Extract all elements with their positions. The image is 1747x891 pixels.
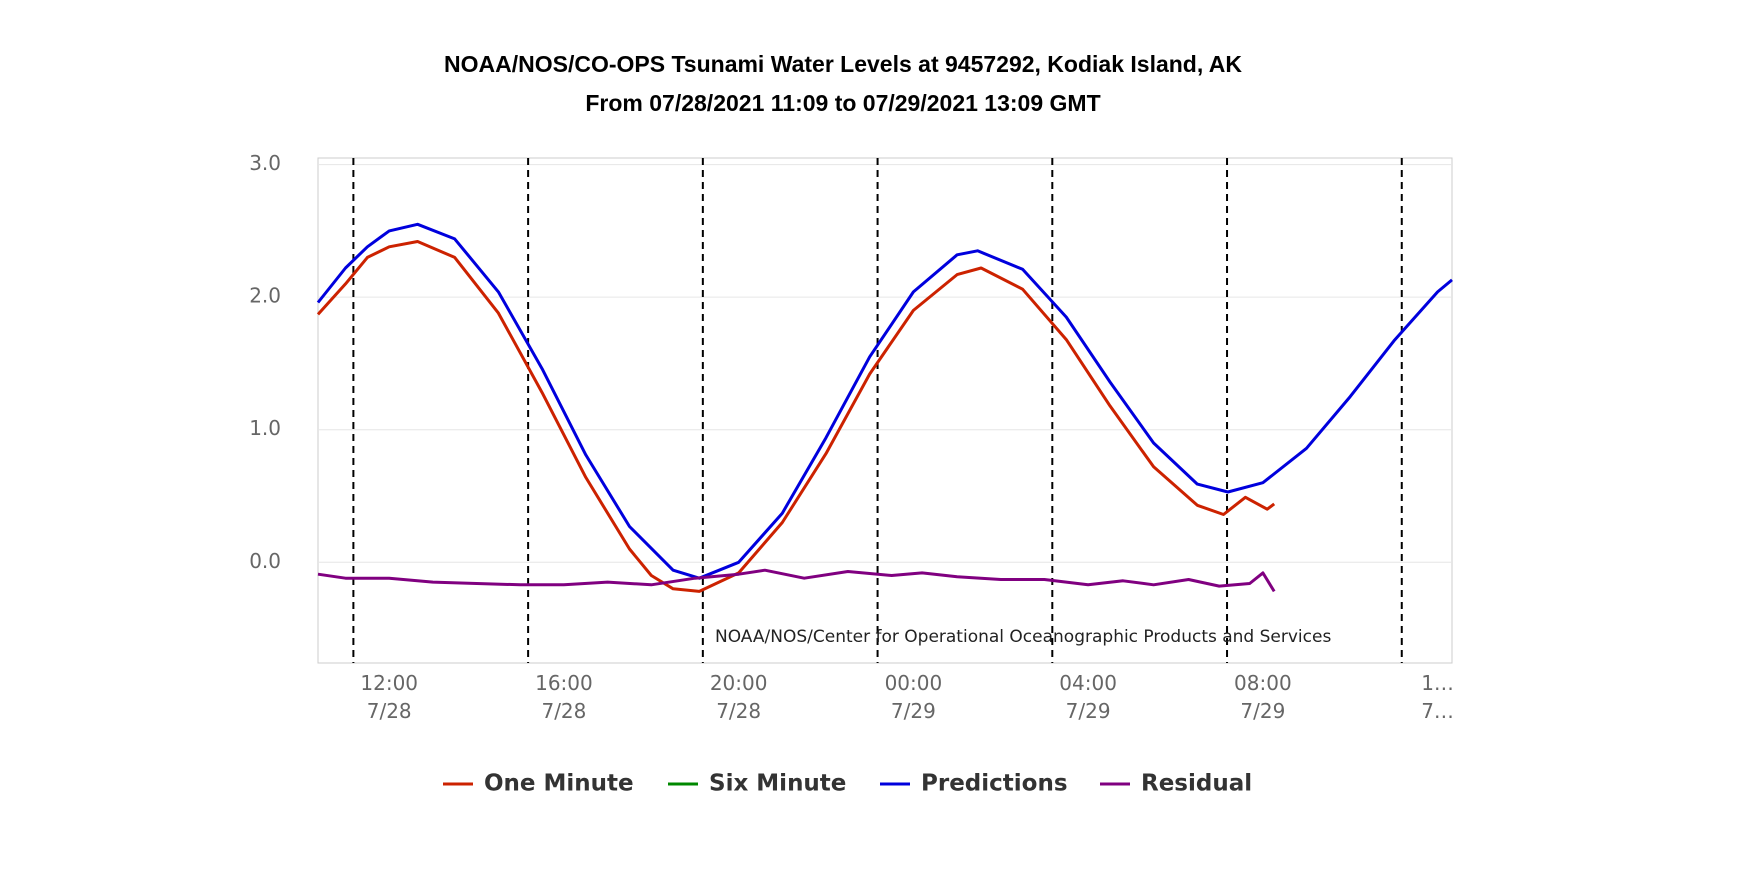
legend-label: Residual bbox=[1141, 771, 1252, 797]
x-tick-label: 08:00 7/29 bbox=[1234, 671, 1292, 723]
x-tick-label: 16:00 7/28 bbox=[535, 671, 593, 723]
x-tick-label: 12:00 7/28 bbox=[360, 671, 418, 723]
series-line bbox=[317, 568, 1276, 593]
y-tick-label: 1.0 bbox=[249, 416, 281, 440]
legend-label: Six Minute bbox=[709, 771, 846, 797]
plot-border bbox=[317, 157, 1453, 664]
y-tick-label: 0.0 bbox=[249, 549, 281, 573]
series-line bbox=[316, 222, 1453, 580]
annotation: NOAA/NOS/Center for Operational Oceanogr… bbox=[715, 627, 1331, 647]
legend-item: One Minute bbox=[443, 771, 634, 797]
legend-item: Residual bbox=[1100, 771, 1252, 797]
series-line bbox=[316, 240, 1276, 593]
x-tick-label: 00:00 7/29 bbox=[885, 671, 943, 723]
legend-item: Six Minute bbox=[668, 771, 846, 797]
x-tick-label: 1… 7… bbox=[1421, 671, 1454, 723]
x-tick-label: 20:00 7/28 bbox=[710, 671, 768, 723]
y-tick-label: 3.0 bbox=[249, 151, 281, 175]
x-tick-label: 04:00 7/29 bbox=[1059, 671, 1117, 723]
y-tick-label: 2.0 bbox=[249, 284, 281, 308]
chart-subtitle: From 07/28/2021 11:09 to 07/29/2021 13:0… bbox=[585, 90, 1100, 116]
legend-label: One Minute bbox=[484, 771, 634, 797]
legend-label: Predictions bbox=[921, 771, 1068, 797]
legend-item: Predictions bbox=[880, 771, 1068, 797]
chart-title: NOAA/NOS/CO-OPS Tsunami Water Levels at … bbox=[444, 51, 1242, 77]
